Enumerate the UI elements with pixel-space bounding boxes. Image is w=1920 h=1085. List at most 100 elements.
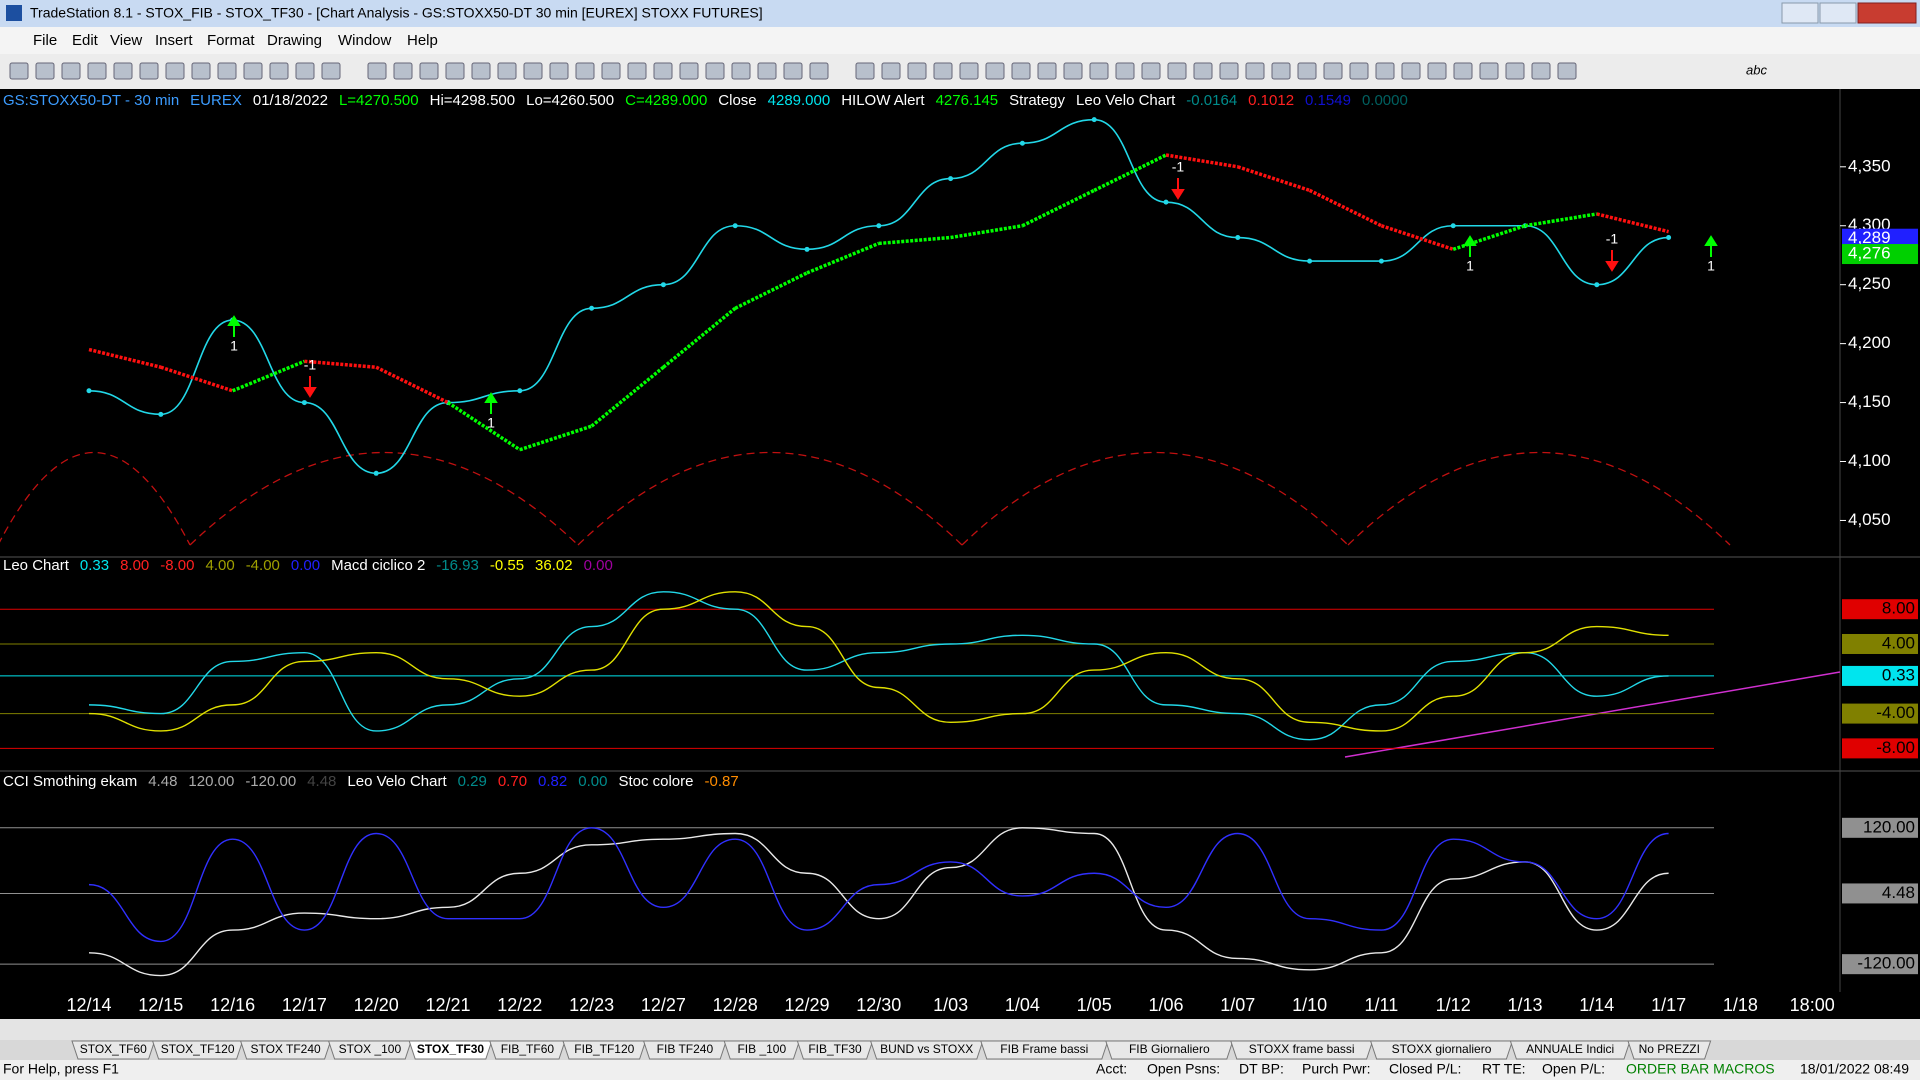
sheet-tab[interactable] xyxy=(1230,1040,1374,1060)
toolbar-button[interactable] xyxy=(1141,62,1161,80)
menu-item[interactable]: Edit xyxy=(72,32,99,49)
menu-item[interactable]: Window xyxy=(338,32,392,49)
toolbar-button[interactable] xyxy=(139,62,159,80)
sheet-tab[interactable] xyxy=(327,1040,412,1060)
toolbar-button[interactable] xyxy=(35,62,55,80)
toolbar-button[interactable] xyxy=(295,62,315,80)
toolbar-button[interactable] xyxy=(1427,62,1447,80)
maximize-button[interactable] xyxy=(1819,2,1857,24)
sheet-tab[interactable] xyxy=(489,1040,566,1060)
menu-item[interactable]: Help xyxy=(407,32,438,49)
sheet-tab[interactable] xyxy=(980,1040,1109,1060)
toolbar-button[interactable] xyxy=(575,62,595,80)
toolbar-button[interactable] xyxy=(1115,62,1135,80)
sheet-tab[interactable] xyxy=(1105,1040,1234,1060)
toolbar-button[interactable] xyxy=(959,62,979,80)
menu-item[interactable]: Insert xyxy=(155,32,193,49)
toolbar-button[interactable] xyxy=(113,62,133,80)
toolbar-button[interactable] xyxy=(1323,62,1343,80)
toolbar-button[interactable] xyxy=(61,62,81,80)
tab-label[interactable]: STOX_TF120 xyxy=(161,1042,235,1056)
minimize-button[interactable] xyxy=(1781,2,1819,24)
toolbar-button[interactable] xyxy=(757,62,777,80)
tab-label[interactable]: FIB_TF30 xyxy=(808,1042,862,1056)
toolbar-button[interactable] xyxy=(1349,62,1369,80)
toolbar-button[interactable] xyxy=(731,62,751,80)
tab-label[interactable]: FIB Giornaliero xyxy=(1129,1042,1210,1056)
toolbar-button[interactable] xyxy=(1271,62,1291,80)
toolbar-button[interactable] xyxy=(653,62,673,80)
toolbar-text-tool[interactable]: abc xyxy=(1746,62,1767,77)
menu-item[interactable]: View xyxy=(110,32,142,49)
tab-label[interactable]: STOXX frame bassi xyxy=(1249,1042,1355,1056)
sheet-tab[interactable] xyxy=(239,1040,332,1060)
sheet-tab[interactable] xyxy=(869,1040,984,1060)
toolbar-button[interactable] xyxy=(1063,62,1083,80)
toolbar-button[interactable] xyxy=(321,62,341,80)
tab-label[interactable]: STOX TF240 xyxy=(250,1042,321,1056)
toolbar-button[interactable] xyxy=(243,62,263,80)
sheet-tab[interactable] xyxy=(151,1040,244,1060)
toolbar-button[interactable] xyxy=(269,62,289,80)
sheet-tab[interactable] xyxy=(1509,1040,1631,1060)
close-button[interactable] xyxy=(1857,2,1917,24)
toolbar-button[interactable] xyxy=(1219,62,1239,80)
toolbar-button[interactable] xyxy=(1245,62,1265,80)
toolbar-button[interactable] xyxy=(191,62,211,80)
toolbar-button[interactable] xyxy=(497,62,517,80)
toolbar-button[interactable] xyxy=(1037,62,1057,80)
toolbar-button[interactable] xyxy=(1375,62,1395,80)
tab-label[interactable]: FIB TF240 xyxy=(657,1042,714,1056)
toolbar-button[interactable] xyxy=(855,62,875,80)
tab-label[interactable]: No PREZZI xyxy=(1639,1042,1700,1056)
toolbar-button[interactable] xyxy=(445,62,465,80)
tab-label[interactable]: STOXX giornaliero xyxy=(1392,1042,1492,1056)
toolbar-button[interactable] xyxy=(985,62,1005,80)
toolbar-button[interactable] xyxy=(1401,62,1421,80)
toolbar-button[interactable] xyxy=(679,62,699,80)
toolbar-button[interactable] xyxy=(1167,62,1187,80)
tab-label[interactable]: STOX_TF30 xyxy=(417,1042,484,1056)
sheet-tab[interactable] xyxy=(408,1040,493,1060)
tab-label[interactable]: FIB _100 xyxy=(737,1042,786,1056)
toolbar-button[interactable] xyxy=(1557,62,1577,80)
tab-label[interactable]: STOX _100 xyxy=(339,1042,402,1056)
toolbar-button[interactable] xyxy=(601,62,621,80)
toolbar-button[interactable] xyxy=(783,62,803,80)
toolbar-button[interactable] xyxy=(1453,62,1473,80)
sheet-tab[interactable] xyxy=(642,1040,727,1060)
toolbar-button[interactable] xyxy=(471,62,491,80)
menu-item[interactable]: File xyxy=(33,32,57,49)
toolbar-button[interactable] xyxy=(523,62,543,80)
sheet-tab[interactable] xyxy=(1369,1040,1514,1060)
sheet-tab[interactable] xyxy=(71,1040,156,1060)
toolbar-button[interactable] xyxy=(87,62,107,80)
scrollbar[interactable] xyxy=(0,1019,1920,1040)
toolbar-button[interactable] xyxy=(933,62,953,80)
sheet-tab[interactable] xyxy=(796,1040,874,1060)
toolbar-button[interactable] xyxy=(367,62,387,80)
toolbar-button[interactable] xyxy=(217,62,237,80)
toolbar-button[interactable] xyxy=(1479,62,1499,80)
toolbar-button[interactable] xyxy=(907,62,927,80)
sheet-tab[interactable] xyxy=(723,1040,801,1060)
toolbar-button[interactable] xyxy=(1297,62,1317,80)
toolbar-button[interactable] xyxy=(9,62,29,80)
sheet-tab[interactable] xyxy=(1627,1040,1712,1060)
tab-label[interactable]: ANNUALE Indici xyxy=(1526,1042,1614,1056)
toolbar-button[interactable] xyxy=(809,62,829,80)
toolbar-button[interactable] xyxy=(165,62,185,80)
toolbar-button[interactable] xyxy=(393,62,413,80)
toolbar-button[interactable] xyxy=(705,62,725,80)
toolbar-button[interactable] xyxy=(419,62,439,80)
tab-label[interactable]: BUND vs STOXX xyxy=(880,1042,973,1056)
menu-item[interactable]: Drawing xyxy=(267,32,322,49)
tab-label[interactable]: FIB_TF60 xyxy=(501,1042,555,1056)
toolbar-button[interactable] xyxy=(549,62,569,80)
toolbar-button[interactable] xyxy=(1531,62,1551,80)
toolbar-button[interactable] xyxy=(881,62,901,80)
toolbar-button[interactable] xyxy=(627,62,647,80)
sheet-tab[interactable] xyxy=(562,1040,647,1060)
tab-label[interactable]: FIB_TF120 xyxy=(574,1042,634,1056)
tab-label[interactable]: FIB Frame bassi xyxy=(1000,1042,1088,1056)
